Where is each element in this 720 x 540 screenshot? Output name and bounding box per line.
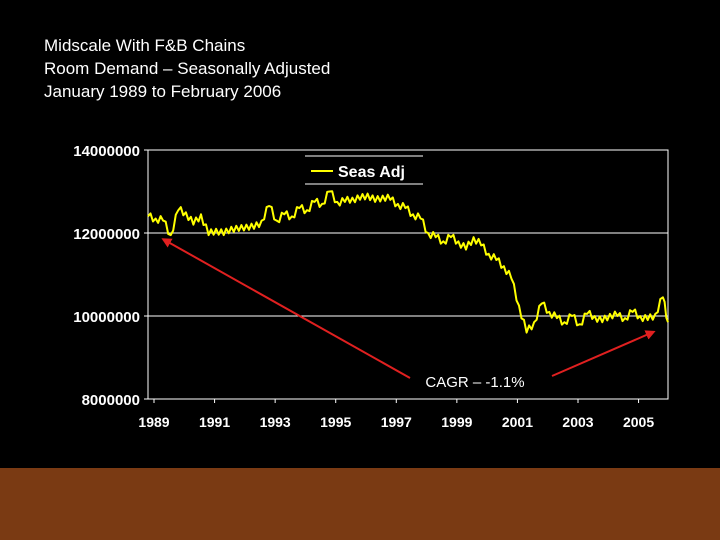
x-tick-label: 1997 xyxy=(381,414,412,430)
title-line-1: Midscale With F&B Chains xyxy=(44,36,246,55)
y-tick-label: 12000000 xyxy=(73,226,140,243)
y-tick-label: 10000000 xyxy=(73,309,140,326)
y-tick-label: 14000000 xyxy=(73,143,140,160)
x-tick-label: 2005 xyxy=(623,414,654,430)
title-line-3: January 1989 to February 2006 xyxy=(44,82,282,101)
x-tick-label: 1995 xyxy=(320,414,351,430)
legend-label: Seas Adj xyxy=(338,164,405,181)
x-tick-label: 1999 xyxy=(441,414,472,430)
footer-band xyxy=(0,468,720,540)
x-tick-label: 1991 xyxy=(199,414,230,430)
y-tick-label: 8000000 xyxy=(82,392,140,409)
slide-title: Midscale With F&B Chains Room Demand – S… xyxy=(44,34,330,103)
x-tick-label: 1993 xyxy=(260,414,291,430)
cagr-arrow-right xyxy=(551,330,656,377)
x-tick-label: 2003 xyxy=(562,414,593,430)
cagr-label: CAGR – -1.1% xyxy=(425,374,524,391)
cagr-arrow-left xyxy=(161,238,411,379)
series-line-seas-adj xyxy=(147,190,669,334)
x-tick-label: 2001 xyxy=(502,414,533,430)
title-line-2: Room Demand – Seasonally Adjusted xyxy=(44,59,331,78)
room-demand-chart: 8000000 10000000 12000000 14000000 1989 1991 1… xyxy=(73,143,669,430)
plot-area xyxy=(147,149,669,400)
x-tick-label: 1989 xyxy=(138,414,169,430)
